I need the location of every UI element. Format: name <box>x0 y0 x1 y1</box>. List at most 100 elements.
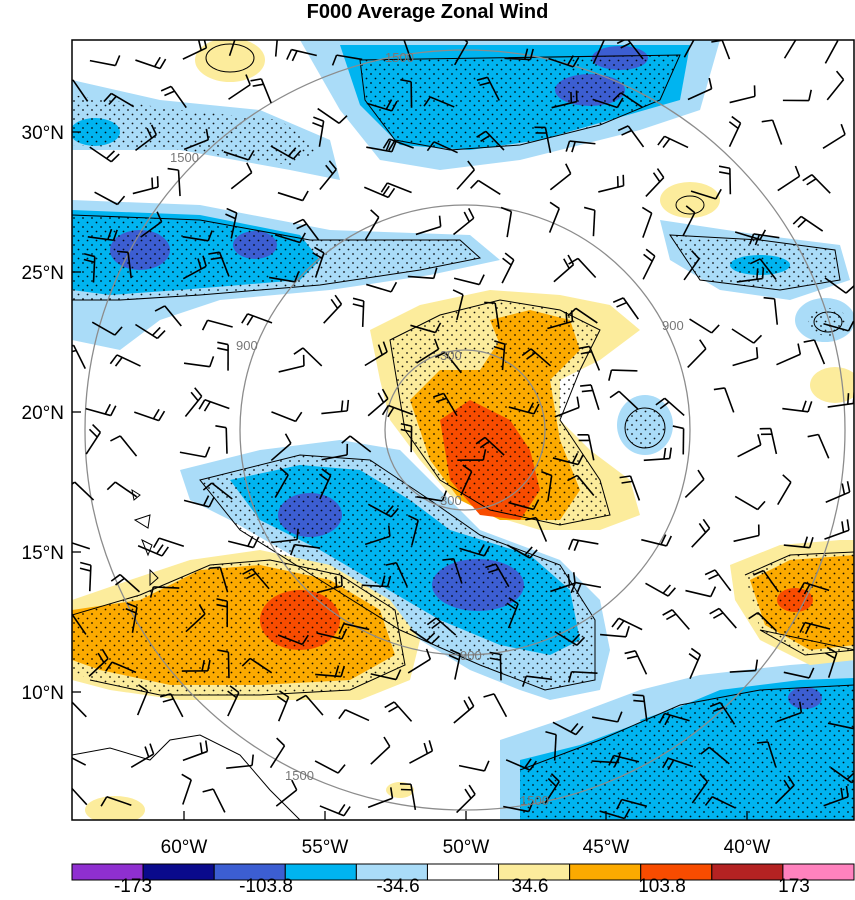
wind-barb-flag <box>97 652 105 663</box>
wind-barb-flag <box>426 141 435 152</box>
wind-barb <box>164 305 182 327</box>
wind-barb <box>212 788 226 813</box>
wind-barb <box>183 362 210 368</box>
wind-barb-flag <box>808 536 814 548</box>
wind-barb-flag <box>164 90 175 97</box>
wind-barb-flag <box>341 628 348 640</box>
wind-barb <box>409 750 433 764</box>
wind-barb-flag <box>382 138 390 149</box>
wind-barb <box>269 276 295 283</box>
wind-barb <box>249 657 273 674</box>
wind-barb-flag <box>194 387 203 397</box>
wind-barb-flag <box>343 806 351 817</box>
wind-barb <box>508 501 534 511</box>
wind-barb-flag <box>423 96 431 107</box>
wind-barb-flag <box>328 160 337 170</box>
wind-barb <box>577 257 597 279</box>
wind-barb <box>549 172 572 191</box>
wind-barb-flag <box>400 428 412 433</box>
wind-barb <box>711 796 736 809</box>
wind-barb <box>319 168 337 191</box>
wind-barb <box>361 300 365 327</box>
wind-barb <box>110 92 135 108</box>
wind-barb <box>830 766 853 784</box>
wind-barb-flag <box>494 340 506 345</box>
wind-barb <box>302 347 323 367</box>
wind-barb-flag <box>704 796 713 806</box>
wind-barb-flag <box>198 604 206 615</box>
wind-barb-flag <box>334 665 340 677</box>
wind-barb-flag <box>150 124 158 136</box>
lat-label-10n: 10°N <box>22 683 64 704</box>
wind-barb <box>247 313 273 324</box>
wind-barb-flag <box>463 211 471 223</box>
wind-barb-flag <box>115 577 125 586</box>
wind-barb-flag <box>110 405 117 416</box>
wind-barb <box>683 258 700 281</box>
wind-barb <box>826 79 845 101</box>
wind-barb-flag <box>338 709 346 720</box>
wind-barb <box>690 190 717 200</box>
wind-barb <box>504 57 531 61</box>
wind-barb <box>827 722 854 730</box>
wind-barb-flag <box>381 388 389 400</box>
wind-barb <box>177 170 181 197</box>
wind-barb <box>230 212 238 239</box>
wind-barb-flag <box>267 28 278 31</box>
wind-barb <box>718 607 737 629</box>
wind-barb-flag <box>407 514 419 522</box>
wind-barb-flag <box>803 339 815 343</box>
wind-barb-flag <box>798 582 805 593</box>
wind-barb-flag <box>526 351 536 360</box>
wind-barb-flag <box>452 289 464 296</box>
wind-barb-flag <box>761 119 773 123</box>
colorbar-label-5: 173 <box>778 876 810 897</box>
wind-barb-flag <box>529 549 538 559</box>
wind-barb-flag <box>228 26 238 32</box>
wind-barb-flag <box>804 623 812 635</box>
wind-barb-flag <box>662 584 672 594</box>
wind-barb-flag <box>203 401 211 412</box>
wind-barb-flag <box>467 160 476 171</box>
lon-label-55w: 55°W <box>302 837 349 858</box>
wind-barb <box>575 581 602 589</box>
wind-barb <box>459 547 485 557</box>
wind-barb <box>682 212 696 237</box>
wind-barb <box>544 127 552 154</box>
wind-barb-flag <box>662 609 673 616</box>
wind-barb-flag <box>246 162 253 174</box>
wind-barb-flag <box>846 481 851 493</box>
wind-barb <box>642 212 653 238</box>
wind-barb <box>315 673 342 678</box>
wind-barb-flag <box>426 617 437 626</box>
wind-barb-flag <box>318 473 329 482</box>
wind-barb-flag <box>688 653 699 661</box>
wind-barb-flag <box>523 48 529 60</box>
wind-barb <box>415 225 441 236</box>
wind-barb-flag <box>152 537 160 549</box>
wind-barb-flag <box>616 620 625 630</box>
wind-barb-flag <box>620 42 631 49</box>
wind-barb-flag <box>279 467 289 476</box>
wind-barb <box>506 544 531 559</box>
wind-barb <box>72 612 87 635</box>
wind-barb <box>782 407 809 413</box>
wind-barb <box>507 603 519 629</box>
wind-barb-flag <box>547 777 557 787</box>
wind-barb <box>689 654 702 679</box>
wind-barb-flag <box>763 296 775 300</box>
wind-barb-flag <box>153 56 161 68</box>
wind-barb-flag <box>284 433 292 444</box>
wind-barb <box>771 119 783 145</box>
wind-barb-flag <box>117 250 129 254</box>
wind-barb-flag <box>201 659 206 672</box>
wind-barb-flag <box>199 742 203 754</box>
wind-barb-flag <box>621 480 633 484</box>
wind-barb-flag <box>663 447 667 460</box>
wind-barb-flag <box>699 339 707 350</box>
wind-barb-flag <box>575 725 584 736</box>
wind-barb-flag <box>718 165 731 170</box>
wind-barb <box>721 40 731 60</box>
latitude-axis <box>72 131 81 693</box>
wind-barb <box>645 582 669 597</box>
